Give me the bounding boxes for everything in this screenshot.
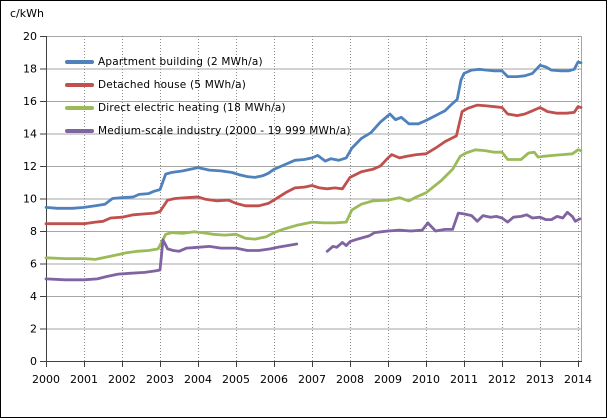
y-axis-tick-label: 16 — [23, 95, 37, 108]
y-axis-tick-label: 12 — [23, 160, 37, 173]
x-axis-tick-label: 2004 — [184, 373, 212, 386]
legend-label: Direct electric heating (18 MWh/a) — [98, 101, 286, 114]
y-axis-tick-label: 8 — [30, 225, 37, 238]
x-axis-tick-label: 2009 — [374, 373, 402, 386]
legend-item-medium-scale-industry: Medium-scale industry (2000 - 19 999 MWh… — [65, 119, 351, 142]
x-axis-tick-label: 2013 — [526, 373, 554, 386]
x-axis-tick-label: 2008 — [336, 373, 364, 386]
x-axis-tick-label: 2011 — [450, 373, 478, 386]
y-axis-tick-label: 0 — [30, 355, 37, 368]
legend-label: Medium-scale industry (2000 - 19 999 MWh… — [98, 124, 351, 137]
x-axis-tick-label: 2002 — [108, 373, 136, 386]
legend-item-detached-house: Detached house (5 MWh/a) — [65, 73, 351, 96]
x-axis-tick-label: 2007 — [298, 373, 326, 386]
legend-item-direct-electric-heating: Direct electric heating (18 MWh/a) — [65, 96, 351, 119]
y-axis-tick-label: 18 — [23, 63, 37, 76]
legend: Apartment building (2 MWh/a) Detached ho… — [65, 50, 351, 142]
legend-line-swatch — [65, 82, 94, 87]
legend-item-apartment-building: Apartment building (2 MWh/a) — [65, 50, 351, 73]
x-axis-tick-label: 2006 — [260, 373, 288, 386]
y-axis-tick-label: 4 — [30, 290, 37, 303]
y-axis-tick-label: 6 — [30, 258, 37, 271]
x-axis-tick-label: 2001 — [70, 373, 98, 386]
x-axis-tick-label: 2010 — [412, 373, 440, 386]
x-axis-tick-label: 2000 — [32, 373, 60, 386]
y-axis-tick-label: 10 — [23, 193, 37, 206]
x-axis-tick-label: 2003 — [146, 373, 174, 386]
series-line-4 — [325, 210, 582, 253]
legend-line-swatch — [65, 59, 94, 64]
legend-label: Detached house (5 MWh/a) — [98, 78, 247, 91]
series-line-2 — [44, 103, 583, 226]
legend-label: Apartment building (2 MWh/a) — [98, 55, 263, 68]
y-axis-tick-label: 14 — [23, 128, 37, 141]
x-axis-tick-label: 2012 — [488, 373, 516, 386]
y-axis-unit-label: c/kWh — [10, 7, 44, 20]
series-line-3 — [44, 148, 583, 261]
x-axis-tick-label: 2005 — [222, 373, 250, 386]
series-line-1 — [44, 60, 583, 210]
legend-line-swatch — [65, 128, 94, 133]
y-axis-tick-label: 2 — [30, 323, 37, 336]
y-axis-tick-label: 20 — [23, 30, 37, 43]
legend-line-swatch — [65, 105, 94, 110]
x-axis-tick-label: 2014 — [564, 373, 592, 386]
series-line-4 — [44, 238, 299, 282]
